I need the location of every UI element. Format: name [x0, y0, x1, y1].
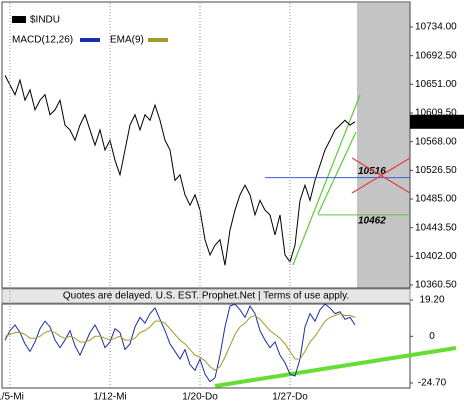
series-line — [4, 313, 356, 371]
series-line — [4, 75, 356, 266]
price-panel — [1, 1, 411, 289]
legend-swatch — [80, 38, 100, 42]
macd-trend-line — [214, 346, 457, 388]
x-tick-label: 1/12-Mi — [93, 392, 126, 403]
y-tick-label: 10402.00 — [415, 251, 457, 262]
x-tick-label: 1/27-Do — [272, 392, 308, 403]
status-bar — [1, 288, 411, 304]
y-tick-label: 0 — [429, 331, 435, 342]
y-tick-label: 10526.50 — [415, 165, 457, 176]
y-tick-label: 10692.50 — [415, 50, 457, 61]
y-tick-label: 10360.50 — [415, 280, 457, 291]
series-line — [4, 303, 356, 383]
plot: 10360.50 10402.00 10443.50 10485.00 10526.50… — [0, 3, 464, 403]
legend-swatch — [12, 16, 26, 23]
y-tick-label: 10485.00 — [415, 194, 457, 205]
y-tick-label: 10609.50 — [415, 108, 457, 119]
y-tick-label: 10734.00 — [415, 22, 457, 33]
y-tick-label: -24.70 — [418, 378, 447, 389]
legend-label: MACD(12,26) — [12, 35, 73, 46]
legend-label: $INDU — [30, 15, 60, 26]
last-price-box — [410, 114, 464, 129]
x-tick-label: 1/20-Do — [182, 392, 218, 403]
y-tick-label: 10651.00 — [415, 79, 457, 90]
y-tick-label: 10443.50 — [415, 222, 457, 233]
macd-panel — [1, 303, 411, 389]
future-area — [357, 3, 410, 288]
last-price: 10596.79 — [413, 116, 455, 127]
x-tick-label: 1/5-Mi — [0, 392, 24, 403]
y-tick-label: 19.20 — [419, 295, 444, 306]
cross-out — [351, 157, 411, 194]
trend-line — [317, 131, 357, 215]
status-text: Quotes are delayed. U.S. EST. Prophet.Ne… — [63, 291, 349, 302]
y-tick-label: 10568.00 — [415, 136, 457, 147]
level-label: 10516 — [358, 166, 386, 177]
legend-swatch — [148, 38, 168, 42]
legend-label: EMA(9) — [110, 35, 144, 46]
level-label: 10462 — [358, 216, 386, 227]
